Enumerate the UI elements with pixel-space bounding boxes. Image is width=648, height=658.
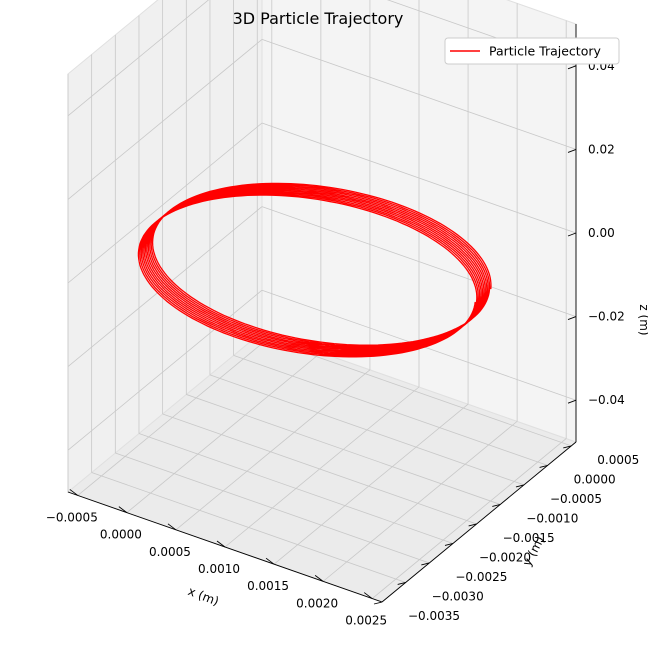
z-tick-label: −0.04 [588, 393, 625, 407]
x-tick [118, 506, 128, 513]
y-gridline [186, 394, 501, 505]
x-tick-label: −0.0005 [46, 510, 98, 524]
x-gridline [126, 352, 322, 513]
y-tick [373, 601, 383, 605]
axes-panes [66, 0, 578, 603]
x-tick [314, 575, 324, 582]
y-tick [397, 582, 406, 585]
z-gridline [67, 289, 263, 451]
x-gridline [175, 369, 371, 531]
z-tick [567, 316, 577, 321]
x-tick [363, 592, 373, 599]
x-tick-label: 0.0010 [198, 562, 240, 576]
y-tick [444, 543, 454, 546]
trajectory-line [137, 182, 492, 358]
x-tick-label: 0.0005 [149, 545, 191, 559]
y-tick-label: −0.0015 [503, 531, 555, 545]
y-tick [468, 523, 477, 527]
y-tick-label: 0.0000 [574, 472, 616, 486]
x-tick-label: 0.0015 [247, 579, 289, 593]
z-axis-label: z (m) [637, 304, 648, 335]
tick-marks [69, 65, 577, 605]
y-gridline [209, 374, 525, 486]
x-gridline [322, 421, 518, 582]
z-tick-label: 0.02 [588, 142, 615, 156]
z-tick [567, 148, 577, 153]
y-gridline [91, 472, 406, 583]
y-tick [421, 562, 430, 566]
z-tick [567, 232, 577, 237]
z-gridline [67, 122, 263, 284]
z-gridline [261, 122, 577, 234]
y-axis-line [381, 441, 577, 603]
z-tick [567, 65, 577, 70]
y-gridline [162, 413, 477, 525]
z-gridline [67, 0, 210, 117]
y-tick [492, 504, 501, 507]
z-gridline [67, 39, 263, 200]
y-tick [515, 484, 525, 488]
legend: Particle Trajectory [444, 37, 620, 65]
x-tick [216, 540, 226, 548]
y-tick [539, 464, 548, 468]
x-tick [69, 489, 79, 496]
legend-entry-label: Particle Trajectory [489, 44, 601, 59]
x-gridline [371, 438, 567, 599]
x-axis-label: x (m) [186, 584, 221, 609]
y-tick-label: −0.0025 [455, 570, 507, 584]
y-tick-label: −0.0035 [408, 609, 460, 623]
y-gridline [115, 452, 430, 564]
z-gridline [261, 39, 577, 150]
x-tick [265, 557, 275, 565]
y-tick-label: −0.0010 [526, 511, 578, 525]
y-gridline [138, 433, 454, 544]
z-gridline [261, 206, 577, 317]
legend-box [444, 37, 620, 65]
tick-labels: −0.00050.00000.00050.00100.00150.00200.0… [46, 59, 639, 628]
x-gridline [77, 335, 273, 496]
x-tick-label: 0.0000 [100, 528, 142, 542]
x-gridline [273, 403, 469, 565]
y-tick-label: −0.0020 [479, 550, 531, 564]
x-tick-label: 0.0020 [296, 596, 338, 610]
x-tick [167, 523, 177, 531]
y-gridline [233, 355, 548, 466]
y-tick-label: −0.0005 [550, 492, 602, 506]
x-gridline [224, 386, 420, 548]
x-tick-label: 0.0025 [345, 614, 387, 628]
trajectory-series [137, 182, 492, 358]
chart-title: 3D Particle Trajectory [233, 9, 404, 28]
z-tick [567, 399, 577, 404]
z-tick-label: 0.00 [588, 226, 615, 240]
y-tick-label: 0.0005 [597, 453, 639, 467]
z-tick-label: −0.02 [588, 310, 625, 324]
y-tick [563, 445, 572, 449]
y-tick-label: −0.0030 [432, 589, 484, 603]
